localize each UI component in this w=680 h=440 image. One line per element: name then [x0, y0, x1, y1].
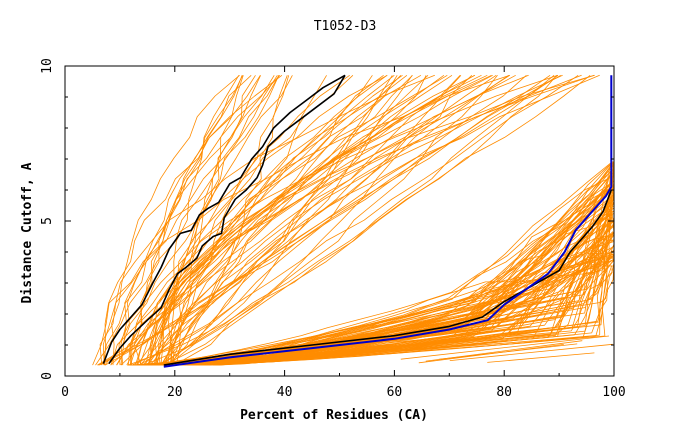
model-curve [438, 343, 578, 360]
model-curve [164, 75, 240, 366]
model-curve [135, 74, 488, 366]
axes: 0 20 40 60 80 100 0 5 10 [40, 58, 626, 400]
x-tick-label: 60 [387, 385, 403, 400]
model-curve [160, 75, 373, 366]
model-curve [167, 75, 402, 366]
highlight-curves [102, 74, 613, 366]
model-curve [116, 74, 516, 366]
x-tick-label: 80 [496, 385, 512, 400]
model-curve [160, 74, 388, 366]
model-curve [149, 170, 613, 366]
model-curves [92, 74, 615, 366]
x-tick-label: 20 [167, 385, 183, 400]
x-tick-label: 100 [602, 385, 625, 400]
model-curve [120, 74, 558, 366]
y-tick-label: 0 [40, 372, 55, 380]
model-curve [95, 75, 278, 366]
model-curve [163, 74, 555, 366]
model-curve [120, 74, 561, 366]
model-curve [170, 75, 413, 366]
model-curve [202, 212, 613, 366]
model-curve [153, 75, 354, 366]
model-curve [130, 179, 614, 366]
model-curve [215, 180, 614, 366]
model-curve [139, 74, 579, 366]
model-curve [148, 175, 615, 366]
model-curve [131, 75, 462, 366]
model-curve [169, 74, 408, 366]
x-axis-label: Percent of Residues (CA) [240, 408, 428, 423]
model-curve [139, 74, 559, 366]
model-curve [102, 75, 280, 366]
model-curve [161, 75, 288, 366]
model-curve [99, 75, 275, 366]
model-curve [176, 74, 600, 366]
model-curve [400, 335, 610, 360]
model-curve [160, 75, 393, 366]
model-curve [110, 74, 453, 366]
model-curve [158, 74, 591, 366]
highlight-curve [108, 74, 346, 365]
chart-title: T1052-D3 [314, 19, 377, 34]
model-curve [110, 75, 398, 366]
model-curve [219, 255, 615, 366]
highlight-curve [102, 74, 346, 364]
model-curve [104, 74, 283, 366]
model-curve [97, 75, 429, 366]
model-curve [131, 75, 243, 366]
x-tick-label: 0 [61, 385, 69, 400]
model-curve [198, 162, 612, 366]
model-curve [133, 217, 612, 366]
model-curve [487, 352, 595, 363]
model-curve [202, 265, 613, 366]
y-tick-label: 10 [40, 58, 55, 74]
model-curve [154, 74, 563, 366]
reference-curve [163, 75, 613, 368]
y-tick-label: 5 [40, 217, 55, 225]
model-curve [129, 75, 243, 366]
model-curve [142, 243, 615, 366]
y-axis-label: Distance Cutoff, A [20, 162, 35, 303]
x-tick-label: 40 [277, 385, 293, 400]
model-curve [200, 220, 612, 366]
model-curve [136, 74, 445, 366]
reference-curve-line [163, 75, 613, 368]
model-curve [154, 75, 256, 366]
model-curve [169, 245, 615, 366]
model-curve [118, 75, 252, 366]
model-curve [449, 343, 613, 361]
model-curve [92, 74, 510, 366]
model-curve [174, 75, 473, 366]
model-curve [154, 74, 595, 366]
model-curve [192, 195, 615, 366]
model-curve [173, 179, 615, 366]
model-curve [156, 75, 280, 366]
